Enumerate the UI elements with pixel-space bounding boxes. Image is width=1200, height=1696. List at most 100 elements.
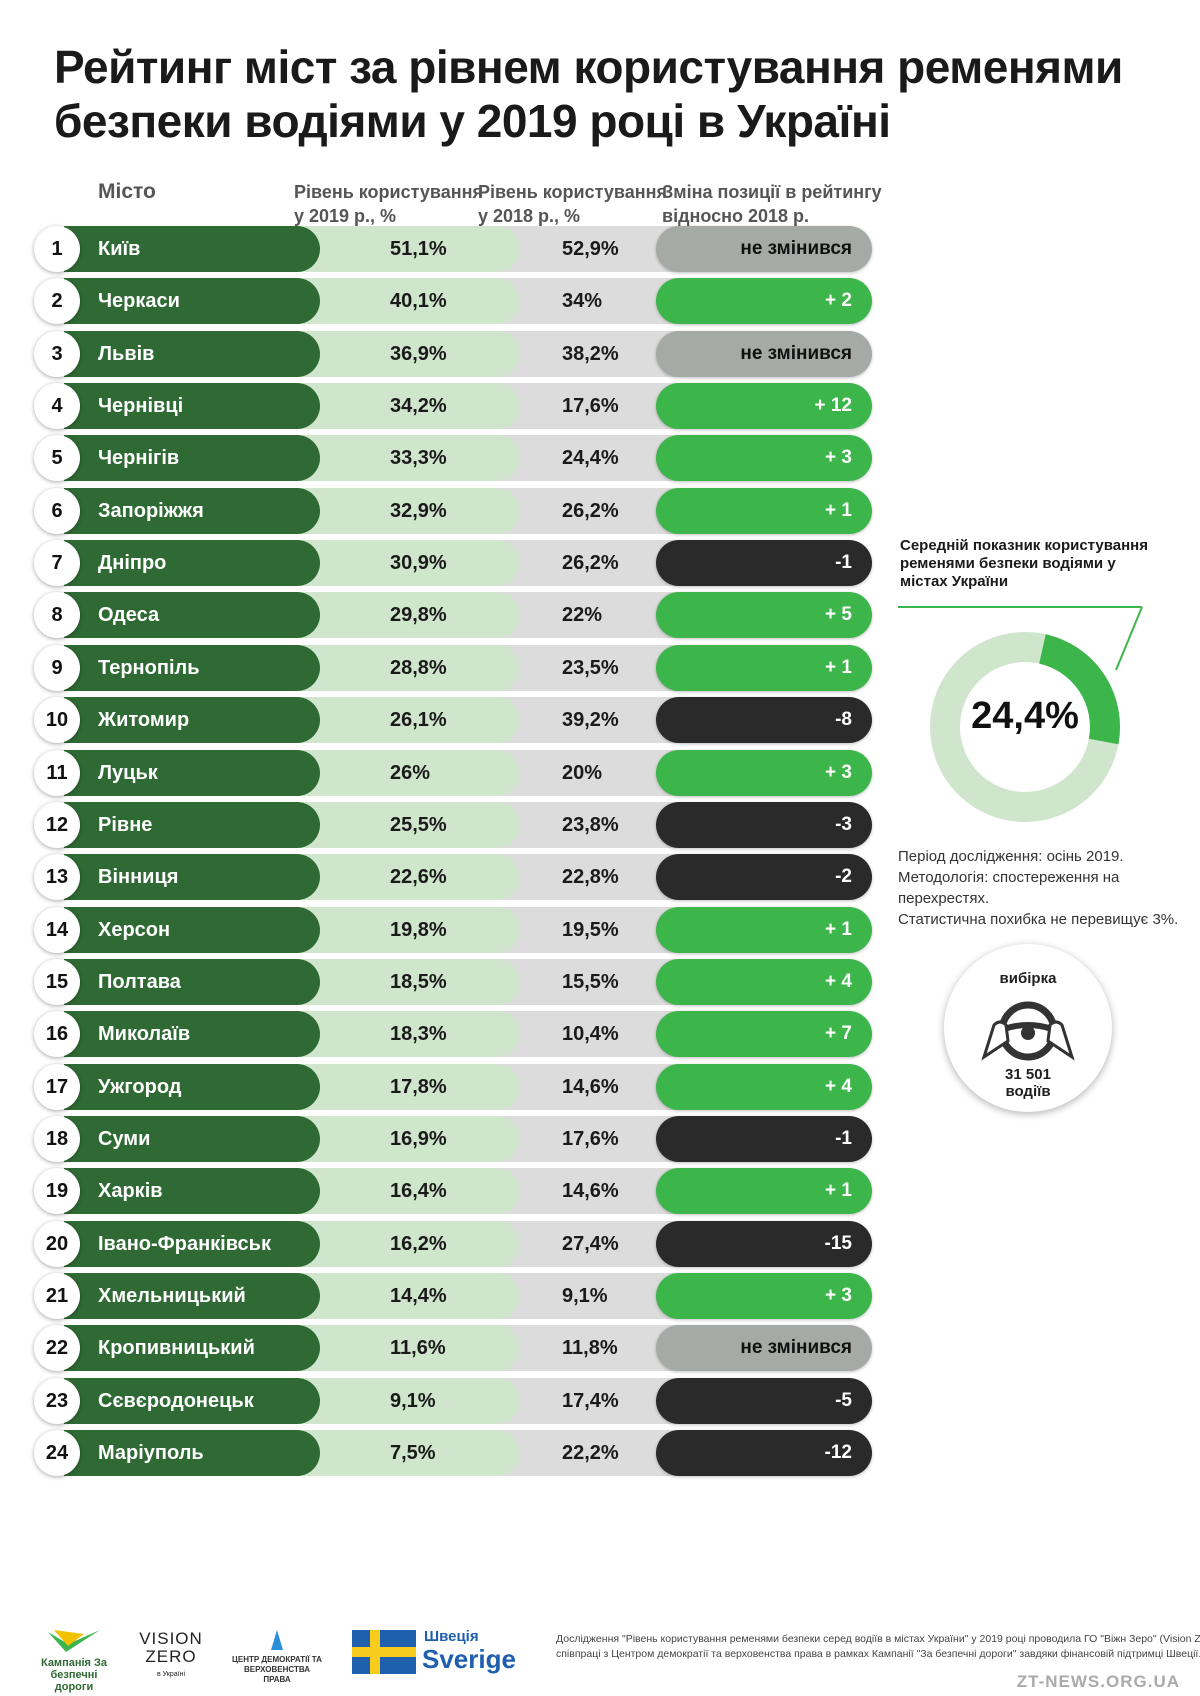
column-header-change: Зміна позиції в рейтингу відносно 2018 р… xyxy=(662,180,882,228)
value-2019: 7,5% xyxy=(284,1430,520,1476)
column-header-change-line1: Зміна позиції в рейтингу xyxy=(662,182,882,202)
value-2019: 26% xyxy=(284,750,520,796)
rank-change-badge: + 4 xyxy=(656,959,872,1005)
value-2019: 14,4% xyxy=(284,1273,520,1319)
table-row: 38,2% 36,9% Львів 3 не змінився xyxy=(34,331,872,377)
value-2019: 18,3% xyxy=(284,1011,520,1057)
city-name: Черкаси xyxy=(64,278,320,324)
table-row: 52,9% 51,1% Київ 1 не змінився xyxy=(34,226,872,272)
city-name: Тернопіль xyxy=(64,645,320,691)
table-row: 17,6% 34,2% Чернівці 4 + 12 xyxy=(34,383,872,429)
rank-change-badge: + 4 xyxy=(656,1064,872,1110)
sample-count-number: 31 501 xyxy=(1005,1066,1051,1083)
table-row: 14,6% 16,4% Харків 19 + 1 xyxy=(34,1168,872,1214)
table-row: 26,2% 32,9% Запоріжжя 6 + 1 xyxy=(34,488,872,534)
note-error: Статистична похибка не перевищує 3%. xyxy=(898,911,1179,928)
city-name: Івано-Франківськ xyxy=(64,1221,320,1267)
value-2019: 19,8% xyxy=(284,907,520,953)
footer: Кампанія За безпечні дороги VISION ZERO … xyxy=(0,1620,1200,1696)
value-2019: 40,1% xyxy=(284,278,520,324)
table-row: 17,4% 9,1% Сєвєродонецьк 23 -5 xyxy=(34,1378,872,1424)
value-2019: 18,5% xyxy=(284,959,520,1005)
rank-change-badge: -1 xyxy=(656,1116,872,1162)
value-2019: 28,8% xyxy=(284,645,520,691)
table-row: 10,4% 18,3% Миколаїв 16 + 7 xyxy=(34,1011,872,1057)
note-method-cont: перехрестях. xyxy=(898,890,990,907)
average-label: Середній показник користування ременями … xyxy=(900,537,1180,591)
city-name: Житомир xyxy=(64,697,320,743)
safe-roads-logo-text: Кампанія За безпечні дороги xyxy=(40,1657,108,1693)
table-row: 11,8% 11,6% Кропивницький 22 не змінився xyxy=(34,1325,872,1371)
city-name: Суми xyxy=(64,1116,320,1162)
table-row: 27,4% 16,2% Івано-Франківськ 20 -15 xyxy=(34,1221,872,1267)
rank-number: 23 xyxy=(34,1378,80,1424)
safe-roads-logo: Кампанія За безпечні дороги xyxy=(34,1628,114,1693)
value-2019: 30,9% xyxy=(284,540,520,586)
rank-number: 20 xyxy=(34,1221,80,1267)
table-row: 34% 40,1% Черкаси 2 + 2 xyxy=(34,278,872,324)
sweden-logo-en: Sverige xyxy=(422,1644,516,1674)
average-label-line2: ременями безпеки водіями у xyxy=(900,555,1116,572)
rank-change-badge: + 2 xyxy=(656,278,872,324)
table-row: 23,5% 28,8% Тернопіль 9 + 1 xyxy=(34,645,872,691)
city-name: Львів xyxy=(64,331,320,377)
rank-change-badge: + 12 xyxy=(656,383,872,429)
city-name: Чернівці xyxy=(64,383,320,429)
table-row: 22,8% 22,6% Вінниця 13 -2 xyxy=(34,854,872,900)
table-row: 24,4% 33,3% Чернігів 5 + 3 xyxy=(34,435,872,481)
rank-change-badge: + 1 xyxy=(656,645,872,691)
rank-number: 7 xyxy=(34,540,80,586)
rank-change-badge: + 5 xyxy=(656,592,872,638)
city-name: Луцьк xyxy=(64,750,320,796)
value-2019: 34,2% xyxy=(284,383,520,429)
table-row: 14,6% 17,8% Ужгород 17 + 4 xyxy=(34,1064,872,1110)
watermark: ZT-NEWS.ORG.UA xyxy=(1016,1672,1180,1691)
table-row: 9,1% 14,4% Хмельницький 21 + 3 xyxy=(34,1273,872,1319)
city-name: Сєвєродонецьк xyxy=(64,1378,320,1424)
centre-democracy-logo-icon xyxy=(271,1630,283,1650)
footer-credits-line1: Дослідження "Рівень користування ременям… xyxy=(556,1633,1200,1645)
rank-change-badge: + 3 xyxy=(656,1273,872,1319)
sample-count-unit: водіїв xyxy=(1005,1083,1051,1100)
sample-count: 31 501 водіїв xyxy=(944,1066,1112,1100)
rank-number: 24 xyxy=(34,1430,80,1476)
title-line-2: безпеки водіями у 2019 році в Україні xyxy=(54,95,891,147)
centre-democracy-logo: ЦЕНТР ДЕМОКРАТІЇ ТА ВЕРХОВЕНСТВА ПРАВА xyxy=(232,1628,322,1685)
column-header-change-line2: відносно 2018 р. xyxy=(662,206,810,226)
average-pointer-line xyxy=(898,606,1143,671)
value-2019: 51,1% xyxy=(284,226,520,272)
value-2019: 29,8% xyxy=(284,592,520,638)
footer-credits: Дослідження "Рівень користування ременям… xyxy=(556,1632,1200,1662)
column-header-2018-line2: у 2018 р., % xyxy=(478,206,581,226)
note-method: Методологія: спостереження на xyxy=(898,869,1120,886)
column-header-city: Місто xyxy=(98,180,156,203)
rank-change-badge: -3 xyxy=(656,802,872,848)
rank-number: 11 xyxy=(34,750,80,796)
city-name: Одеса xyxy=(64,592,320,638)
table-row: 19,5% 19,8% Херсон 14 + 1 xyxy=(34,907,872,953)
rank-change-badge: не змінився xyxy=(656,331,872,377)
table-row: 22% 29,8% Одеса 8 + 5 xyxy=(34,592,872,638)
vision-zero-logo-line2: ZERO xyxy=(145,1647,197,1666)
table-row: 39,2% 26,1% Житомир 10 -8 xyxy=(34,697,872,743)
column-header-2018: Рівень користування у 2018 р., % xyxy=(478,180,667,228)
value-2019: 25,5% xyxy=(284,802,520,848)
rank-number: 10 xyxy=(34,697,80,743)
steering-wheel-icon xyxy=(981,1001,1075,1061)
rank-change-badge: -12 xyxy=(656,1430,872,1476)
city-name: Херсон xyxy=(64,907,320,953)
average-label-line3: містах України xyxy=(900,573,1009,590)
city-name: Маріуполь xyxy=(64,1430,320,1476)
rank-change-badge: -8 xyxy=(656,697,872,743)
value-2019: 33,3% xyxy=(284,435,520,481)
rank-number: 8 xyxy=(34,592,80,638)
vision-zero-logo-line1: VISION xyxy=(139,1629,203,1648)
city-name: Миколаїв xyxy=(64,1011,320,1057)
value-2019: 9,1% xyxy=(284,1378,520,1424)
table-row: 22,2% 7,5% Маріуполь 24 -12 xyxy=(34,1430,872,1476)
table-row: 23,8% 25,5% Рівне 12 -3 xyxy=(34,802,872,848)
rank-number: 22 xyxy=(34,1325,80,1371)
donut-filled-segment xyxy=(1038,634,1120,745)
value-2019: 26,1% xyxy=(284,697,520,743)
title-line-1: Рейтинг міст за рівнем користування реме… xyxy=(54,41,1123,93)
